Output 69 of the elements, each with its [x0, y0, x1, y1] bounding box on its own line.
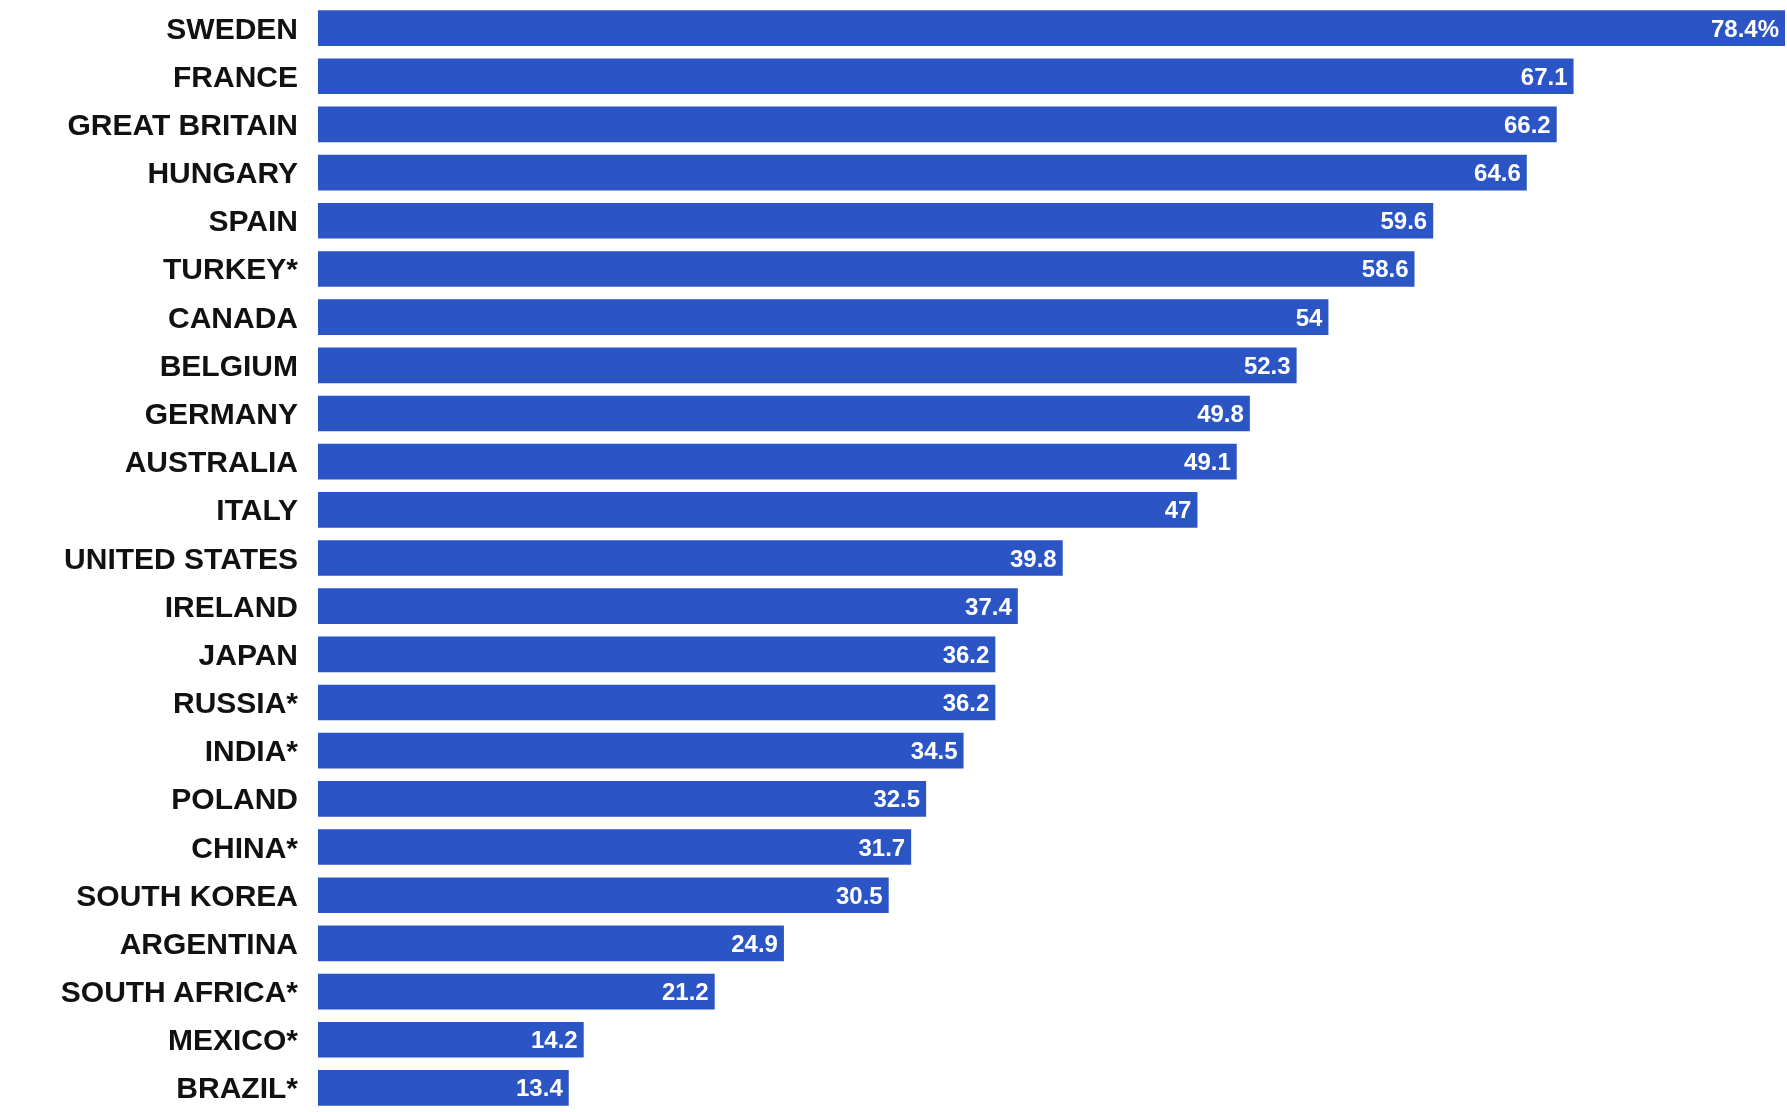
data-label: 54: [1295, 303, 1324, 331]
y-tick-label: GREAT BRITAIN: [67, 107, 298, 141]
y-tick-label: CHINA*: [191, 830, 299, 864]
y-tick-label: SOUTH AFRICA*: [60, 975, 299, 1009]
bar: [318, 106, 1557, 143]
data-label: 49.1: [1184, 448, 1231, 476]
y-tick-label: INDIA*: [204, 734, 299, 768]
data-label: 14.2: [530, 1026, 578, 1054]
y-tick-label: BELGIUM: [159, 348, 298, 382]
data-label: 30.5: [835, 881, 883, 909]
data-label: 31.7: [858, 833, 906, 861]
y-tick-label: SOUTH KOREA: [76, 878, 298, 912]
y-tick-label: UNITED STATES: [64, 541, 298, 575]
bar: [318, 492, 1198, 528]
bar: [318, 684, 996, 721]
data-label: 67.1: [1520, 62, 1568, 90]
bar: [318, 829, 912, 865]
bar: [318, 347, 1297, 384]
bar: [318, 443, 1237, 480]
bar: [318, 154, 1527, 191]
data-label: 34.5: [910, 737, 958, 765]
bar: [318, 636, 996, 673]
y-tick-label: CANADA: [168, 300, 298, 334]
y-tick-label: SPAIN: [208, 204, 298, 238]
bar: [318, 251, 1415, 287]
data-label: 39.8: [1010, 544, 1057, 572]
data-label: 13.4: [516, 1074, 564, 1102]
data-label: 47: [1164, 496, 1192, 524]
data-label: 37.4: [965, 592, 1013, 620]
bar: [318, 395, 1250, 432]
data-label: 49.8: [1197, 399, 1244, 427]
bar: [318, 973, 715, 1010]
data-label: 52.3: [1243, 351, 1291, 379]
y-tick-label: RUSSIA*: [172, 686, 299, 720]
bar: [318, 1021, 584, 1058]
bar: [318, 781, 927, 817]
bar: [318, 1070, 569, 1106]
data-label: 66.2: [1504, 110, 1551, 138]
y-tick-label: IRELAND: [164, 589, 298, 623]
bar: [318, 540, 1063, 576]
y-tick-label: AUSTRALIA: [124, 445, 298, 479]
y-tick-label: TURKEY*: [162, 252, 299, 286]
y-tick-label: MEXICO*: [167, 1023, 299, 1057]
data-label: 78.4%: [1710, 14, 1779, 42]
y-tick-label: GERMANY: [144, 396, 298, 430]
bar: [318, 299, 1329, 335]
y-tick-label: POLAND: [171, 782, 298, 816]
data-label: 32.5: [873, 785, 921, 813]
bar: [318, 877, 889, 914]
data-label: 59.6: [1380, 207, 1428, 235]
data-label: 21.2: [661, 978, 709, 1006]
bar: [318, 58, 1574, 95]
data-label: 24.9: [731, 929, 778, 957]
y-tick-label: ARGENTINA: [119, 926, 298, 960]
data-label: 58.6: [1361, 255, 1409, 283]
y-tick-label: SWEDEN: [166, 11, 298, 45]
data-label: 64.6: [1474, 159, 1521, 187]
bar: [318, 732, 964, 769]
bar: [318, 925, 784, 962]
bar: [318, 588, 1018, 624]
bar: [318, 202, 1434, 239]
y-tick-label: JAPAN: [198, 637, 298, 671]
y-tick-label: ITALY: [216, 493, 298, 527]
bar: [318, 10, 1785, 46]
data-label: 36.2: [942, 640, 990, 668]
y-tick-label: HUNGARY: [147, 156, 298, 190]
data-label: 36.2: [942, 689, 990, 717]
y-tick-label: BRAZIL*: [176, 1071, 299, 1105]
y-tick-label: FRANCE: [173, 59, 298, 93]
